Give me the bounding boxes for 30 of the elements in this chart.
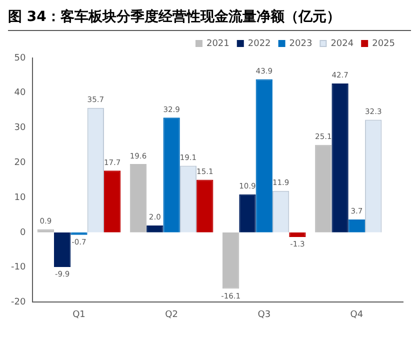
y-tick-label: 40	[14, 88, 26, 98]
x-tick-label: Q3	[258, 310, 271, 320]
legend-label: 2025	[372, 38, 395, 49]
bar	[289, 232, 306, 237]
x-tick-label: Q1	[72, 310, 86, 320]
y-tick-label: 50	[14, 53, 26, 64]
bar	[256, 79, 272, 232]
legend-label: 2022	[248, 38, 271, 49]
y-tick-label: 10	[14, 192, 26, 203]
y-tick-label: 20	[14, 158, 26, 168]
x-tick-label: Q2	[165, 310, 178, 320]
legend-label: 2024	[330, 38, 354, 49]
legend-label: 2023	[289, 38, 312, 49]
bar	[196, 180, 214, 232]
bar	[104, 170, 121, 232]
chart-title: 图 34：客车板块分季度经营性现金流量净额（亿元）	[8, 8, 411, 31]
y-tick-label: -10	[10, 262, 26, 273]
bar	[163, 118, 180, 232]
legend-label: 2021	[206, 38, 230, 49]
bar	[146, 225, 164, 232]
bar	[332, 83, 348, 232]
bar	[222, 232, 240, 289]
bar	[54, 232, 71, 267]
bar	[315, 144, 332, 232]
y-tick-label: 0	[20, 228, 26, 238]
y-tick-label: -20	[10, 298, 26, 308]
y-tick-label: 30	[14, 123, 26, 134]
x-tick-label: Q4	[350, 310, 364, 320]
bar	[130, 164, 147, 232]
bar	[239, 194, 256, 232]
